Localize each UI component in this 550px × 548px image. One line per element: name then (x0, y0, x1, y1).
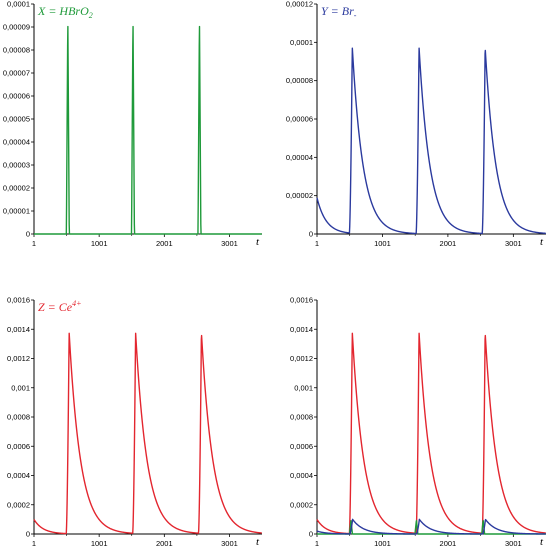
x-tick-label: 2001 (440, 539, 457, 548)
panel-title-subscript: 2 (89, 11, 93, 20)
panel-title-subscript: - (354, 11, 357, 20)
y-tick-label: 0,0014 (290, 325, 313, 334)
y-tick-label: 0,00008 (3, 46, 30, 55)
y-tick-label: 0,00004 (3, 138, 30, 147)
y-tick-label: 0,001 (11, 383, 30, 392)
series-line-0 (33, 25, 263, 235)
y-tick-label: 0,0001 (7, 0, 30, 9)
y-tick-label: 0,00001 (3, 207, 30, 216)
chart-cerium: 0 0,0002 0,0004 0,0006 0,0008 0,001 0,0012 0,00… (7, 296, 263, 548)
y-tick-label: 0,001 (294, 383, 313, 392)
x-tick-label: 1001 (374, 239, 391, 248)
y-tick-label: 0,0012 (290, 354, 313, 363)
y-tick-label: 0,0006 (290, 442, 313, 451)
x-axis-label: t (256, 536, 260, 548)
y-tick-label: 0,0002 (7, 500, 30, 509)
x-tick-label: 1 (32, 239, 36, 248)
y-tick-label: 0,00008 (286, 76, 313, 85)
series-line-0 (33, 332, 263, 535)
panel-title-main: Y = Br (321, 4, 354, 18)
x-tick-label: 2001 (440, 239, 457, 248)
x-axis-label: t (540, 236, 544, 248)
y-tick-label: 0,00007 (3, 69, 30, 78)
panel-title-superscript: 4+ (72, 299, 81, 308)
y-tick-label: 0,0002 (290, 500, 313, 509)
x-tick-label: 1001 (91, 539, 108, 548)
panel-title: Z = Ce4+ (38, 299, 82, 314)
x-tick-label: 1001 (91, 239, 108, 248)
chart-combined: 0 0,0002 0,0004 0,0006 0,0008 0,001 0,0012 0,00… (290, 296, 547, 548)
panel-title-main: Z = Ce (38, 300, 73, 314)
y-tick-label: 0,00012 (286, 0, 313, 9)
y-tick-label: 0,00004 (286, 153, 313, 162)
panel-title: Y = Br- (321, 4, 357, 20)
y-tick-label: 0,0012 (7, 354, 30, 363)
y-tick-label: 0,0016 (7, 296, 30, 305)
y-tick-label: 0,00002 (3, 184, 30, 193)
y-tick-label: 0,0016 (290, 296, 313, 305)
y-tick-label: 0,00006 (3, 92, 30, 101)
y-tick-label: 0,00006 (286, 115, 313, 124)
x-tick-label: 1001 (374, 539, 391, 548)
x-tick-label: 3001 (505, 239, 522, 248)
y-tick-label: 0,0001 (290, 38, 313, 47)
x-tick-label: 3001 (221, 539, 238, 548)
x-tick-label: 1 (315, 239, 319, 248)
series-line-0 (316, 332, 547, 535)
y-tick-label: 0,0004 (290, 471, 313, 480)
x-axis-label: t (256, 236, 260, 248)
x-tick-label: 1 (315, 539, 319, 548)
y-tick-label: 0 (26, 530, 30, 539)
chart-hbro2: 0 0,00001 0,00002 0,00003 0,00004 0,00005 0,00… (3, 0, 263, 248)
x-tick-label: 1 (32, 539, 36, 548)
series-line-2 (316, 518, 547, 535)
y-tick-label: 0,00009 (3, 23, 30, 32)
panel-title: X = HBrO2 (37, 4, 93, 20)
chart-bromide: 0 0,00002 0,00004 0,00006 0,00008 0,0001 0,000… (286, 0, 547, 248)
y-tick-label: 0,0008 (7, 413, 30, 422)
series-line-0 (316, 47, 547, 235)
x-tick-label: 2001 (156, 539, 173, 548)
y-tick-label: 0 (309, 230, 313, 239)
series-line-1 (316, 520, 547, 535)
y-tick-label: 0 (26, 230, 30, 239)
y-tick-label: 0,00005 (3, 115, 30, 124)
y-tick-label: 0,0014 (7, 325, 30, 334)
y-tick-label: 0,0006 (7, 442, 30, 451)
panel-title-main: X = HBrO (37, 4, 89, 18)
y-tick-label: 0,00003 (3, 161, 30, 170)
x-axis-label: t (540, 536, 544, 548)
y-tick-label: 0,00002 (286, 191, 313, 200)
x-tick-label: 3001 (505, 539, 522, 548)
y-tick-label: 0 (309, 530, 313, 539)
x-tick-label: 2001 (156, 239, 173, 248)
y-tick-label: 0,0004 (7, 471, 30, 480)
x-tick-label: 3001 (221, 239, 238, 248)
y-tick-label: 0,0008 (290, 413, 313, 422)
